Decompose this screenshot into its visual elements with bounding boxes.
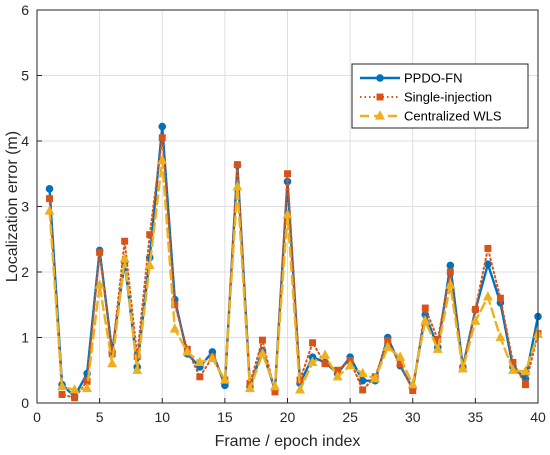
data-point (470, 315, 481, 325)
x-tick-label: 35 (468, 409, 484, 425)
data-point (82, 382, 93, 393)
data-point (196, 373, 204, 381)
legend-swatch-marker (376, 93, 384, 101)
data-point (233, 161, 241, 169)
data-point (320, 349, 331, 359)
axes-ticks: 0 5 10 15 20 25 30 35 40 0 1 2 3 4 5 6 (21, 2, 546, 425)
data-point (182, 346, 193, 356)
data-point (57, 380, 68, 391)
data-point (158, 122, 167, 131)
legend-swatch-marker (376, 74, 384, 82)
y-tick-label: 2 (21, 264, 29, 280)
y-tick-label: 0 (21, 395, 29, 411)
x-tick-label: 5 (96, 409, 104, 425)
data-point (445, 279, 456, 289)
data-point (119, 253, 130, 263)
data-point (395, 351, 406, 361)
data-point (407, 378, 418, 389)
y-tick-label: 3 (21, 199, 29, 215)
x-tick-label: 25 (342, 409, 358, 425)
data-point (44, 205, 55, 215)
y-axis-title: Localization error (m) (4, 131, 21, 282)
data-point (71, 394, 79, 402)
data-point (244, 382, 255, 393)
data-point (258, 336, 266, 344)
data-point (282, 209, 293, 219)
data-point (446, 261, 455, 270)
data-point (69, 384, 80, 394)
data-point (382, 341, 393, 351)
series-layer (44, 122, 543, 402)
data-point (58, 391, 66, 398)
data-point (309, 339, 317, 347)
legend-swatch-marker (375, 110, 385, 120)
x-tick-label: 30 (405, 409, 421, 425)
data-point (496, 294, 504, 302)
legend-item: Single-injection (360, 90, 492, 105)
data-point (219, 374, 230, 384)
legend-label: PPDO-FN (404, 71, 463, 86)
data-point (522, 381, 529, 389)
y-tick-label: 6 (21, 2, 29, 18)
data-point (132, 364, 143, 374)
data-point (232, 181, 243, 191)
data-point (345, 359, 356, 370)
data-point (520, 365, 531, 376)
legend: PPDO-FN Single-injection Centralized WLS (351, 63, 529, 129)
data-point (409, 387, 417, 395)
legend-item: PPDO-FN (360, 71, 463, 86)
y-tick-label: 1 (21, 330, 29, 346)
data-point (420, 315, 431, 325)
series-line (48, 159, 540, 392)
data-point (359, 386, 367, 394)
data-point (370, 372, 381, 383)
legend-label: Centralized WLS (404, 109, 502, 124)
data-point (157, 154, 168, 165)
data-point (107, 357, 118, 368)
data-point (284, 170, 291, 178)
data-point (45, 185, 54, 193)
data-point (257, 348, 268, 358)
data-point (158, 134, 166, 142)
y-tick-label: 4 (21, 133, 29, 149)
data-point (194, 356, 205, 366)
legend-item: Centralized WLS (360, 109, 502, 124)
y-tick-label: 5 (21, 68, 29, 84)
legend-label: Single-injection (404, 90, 492, 105)
data-point (207, 352, 218, 363)
data-point (432, 343, 443, 353)
x-tick-label: 10 (154, 409, 170, 425)
data-point (457, 363, 468, 373)
data-point (321, 360, 329, 368)
data-point (357, 367, 368, 378)
data-point (507, 364, 518, 374)
data-point (421, 304, 429, 312)
data-point (121, 237, 129, 245)
x-tick-label: 40 (530, 409, 546, 425)
data-point (484, 244, 492, 252)
x-tick-label: 0 (33, 409, 41, 425)
data-point (169, 323, 180, 333)
data-point (270, 380, 280, 391)
data-point (446, 268, 454, 276)
data-point (133, 353, 141, 360)
data-point (495, 331, 506, 342)
data-point (307, 356, 318, 366)
data-point (96, 248, 104, 256)
data-point (471, 305, 479, 313)
x-axis-title: Frame / epoch index (215, 433, 361, 450)
data-point (144, 259, 155, 270)
data-point (146, 231, 154, 239)
data-point (295, 384, 305, 394)
x-tick-label: 15 (217, 409, 233, 425)
data-point (94, 279, 105, 289)
data-point (482, 291, 493, 301)
x-tick-label: 20 (280, 409, 296, 425)
data-point (332, 370, 343, 381)
data-point (46, 195, 53, 203)
series-centralized-wls (44, 154, 543, 394)
